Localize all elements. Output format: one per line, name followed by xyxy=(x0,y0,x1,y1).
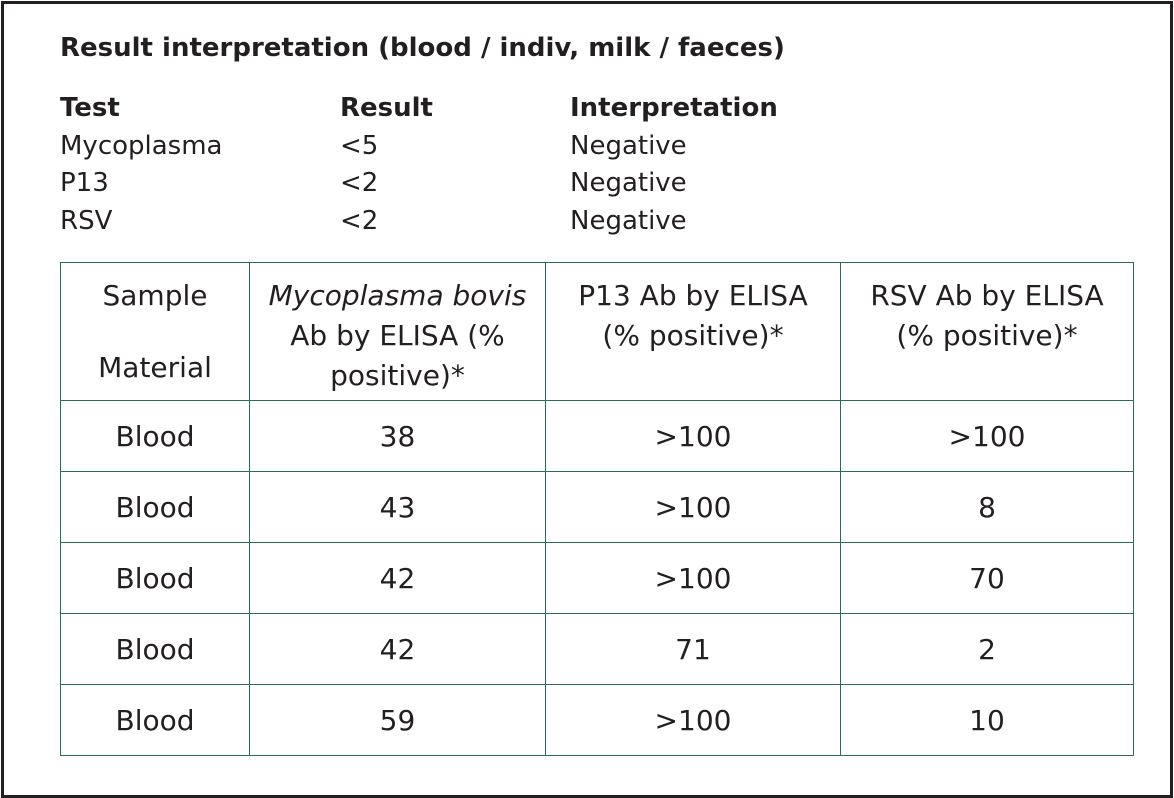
cell-sample: Blood xyxy=(60,542,250,614)
cell-sample: Blood xyxy=(60,400,250,472)
header-p13: P13 Ab by ELISA (% positive)* xyxy=(545,262,841,401)
header-mycoplasma-method: Ab by ELISA (% xyxy=(290,319,505,352)
summary-result: <5 xyxy=(340,130,379,161)
table-row: Blood 42 >100 70 xyxy=(60,542,1134,614)
cell-sample: Blood xyxy=(60,471,250,543)
summary-header-result: Result xyxy=(340,93,433,123)
cell-mycoplasma: 43 xyxy=(249,471,546,543)
header-sample-material: Sample Material xyxy=(60,262,250,401)
summary-test: P13 xyxy=(60,168,109,198)
summary-row: P13 <2 Negative xyxy=(60,165,860,203)
cell-rsv: 10 xyxy=(840,684,1134,756)
elisa-results-table: Sample Material Mycoplasma bovis Ab by E… xyxy=(60,262,1134,756)
cell-p13: >100 xyxy=(545,684,841,756)
summary-header-row: Test Result Interpretation xyxy=(60,90,860,128)
header-material-label: Material xyxy=(98,351,212,384)
interpretation-summary: Test Result Interpretation Mycoplasma <5… xyxy=(60,90,860,240)
header-sample-label: Sample xyxy=(102,279,208,312)
header-mycoplasma: Mycoplasma bovis Ab by ELISA (% positive… xyxy=(249,262,546,401)
table-row: Blood 59 >100 10 xyxy=(60,684,1134,756)
result-interpretation-heading: Result interpretation (blood / indiv, mi… xyxy=(60,33,785,63)
cell-sample: Blood xyxy=(60,613,250,685)
header-rsv-method: RSV Ab by ELISA xyxy=(870,279,1104,312)
header-mycoplasma-name: Mycoplasma bovis xyxy=(268,279,527,312)
table-row: Blood 43 >100 8 xyxy=(60,471,1134,543)
summary-result: <2 xyxy=(340,205,379,236)
cell-rsv: 8 xyxy=(840,471,1134,543)
cell-p13: >100 xyxy=(545,471,841,543)
cell-mycoplasma: 42 xyxy=(249,613,546,685)
summary-interpretation: Negative xyxy=(570,205,687,236)
cell-p13: >100 xyxy=(545,400,841,472)
results-header-row: Sample Material Mycoplasma bovis Ab by E… xyxy=(60,262,1134,401)
summary-header-test: Test xyxy=(60,93,120,123)
summary-row: RSV <2 Negative xyxy=(60,203,860,241)
summary-header-interpretation: Interpretation xyxy=(570,93,778,123)
cell-rsv: 2 xyxy=(840,613,1134,685)
summary-test: RSV xyxy=(60,205,113,236)
table-row: Blood 42 71 2 xyxy=(60,613,1134,685)
summary-row: Mycoplasma <5 Negative xyxy=(60,128,860,166)
header-mycoplasma-unit: positive)* xyxy=(330,359,465,392)
cell-sample: Blood xyxy=(60,684,250,756)
cell-p13: >100 xyxy=(545,542,841,614)
header-rsv: RSV Ab by ELISA (% positive)* xyxy=(840,262,1134,401)
header-rsv-unit: (% positive)* xyxy=(896,319,1078,352)
cell-mycoplasma: 42 xyxy=(249,542,546,614)
cell-rsv: >100 xyxy=(840,400,1134,472)
summary-test: Mycoplasma xyxy=(60,130,223,161)
summary-interpretation: Negative xyxy=(570,168,687,198)
header-p13-unit: (% positive)* xyxy=(602,319,784,352)
cell-p13: 71 xyxy=(545,613,841,685)
summary-result: <2 xyxy=(340,168,379,198)
header-p13-method: P13 Ab by ELISA xyxy=(578,279,808,312)
cell-mycoplasma: 38 xyxy=(249,400,546,472)
cell-mycoplasma: 59 xyxy=(249,684,546,756)
summary-interpretation: Negative xyxy=(570,130,687,161)
cell-rsv: 70 xyxy=(840,542,1134,614)
table-row: Blood 38 >100 >100 xyxy=(60,400,1134,472)
